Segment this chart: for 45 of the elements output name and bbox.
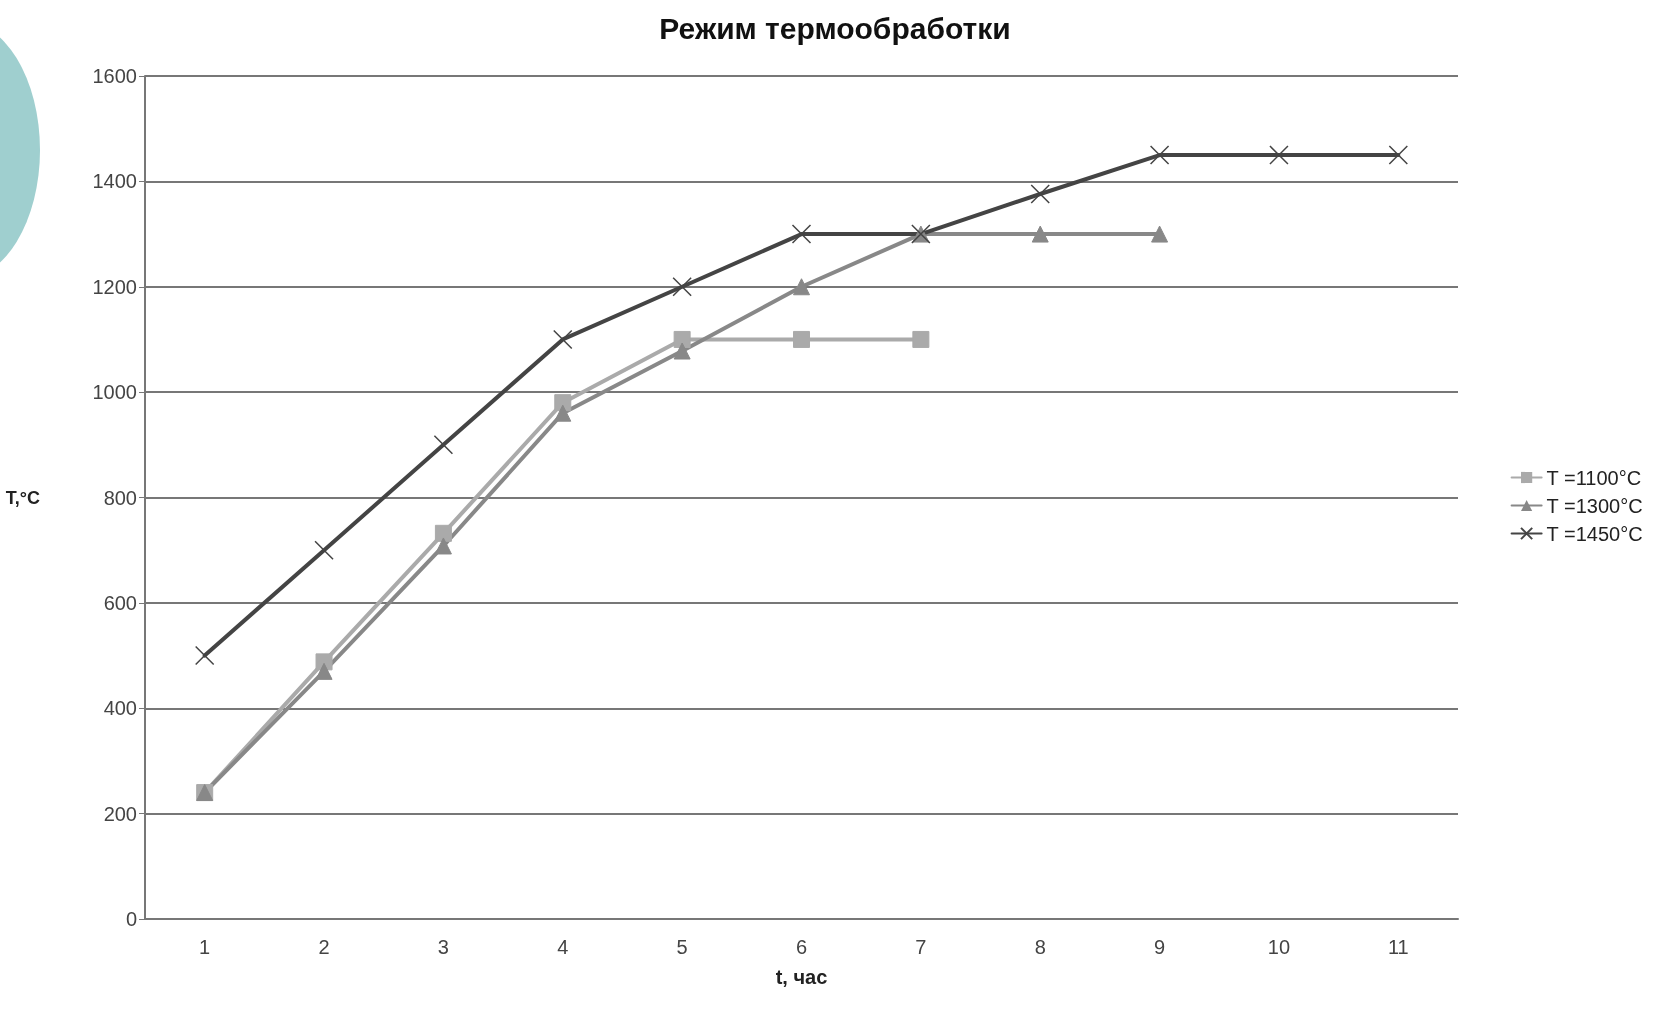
chart-title: Режим термообработки (659, 11, 1011, 45)
x-tick-label: 9 (1154, 936, 1166, 958)
legend-label: T =1300°C (1546, 494, 1643, 517)
point (1149, 145, 1170, 165)
point (194, 645, 215, 666)
y-tick-label: 200 (103, 802, 137, 825)
x-tick-label: 4 (557, 936, 569, 958)
point (793, 330, 810, 348)
point (553, 329, 573, 350)
point (791, 224, 812, 244)
x-tick-label: 2 (318, 936, 330, 958)
y-tick-label: 1600 (92, 65, 137, 87)
point (1151, 225, 1169, 243)
y-axis-title: T,°C (5, 487, 40, 508)
point (554, 404, 572, 422)
point (672, 277, 692, 297)
point (793, 278, 810, 296)
x-tick-label: 3 (437, 936, 449, 958)
point (434, 524, 452, 542)
point (673, 330, 691, 348)
point (434, 537, 452, 555)
y-tick-label: 0 (125, 908, 137, 930)
x-tick-label: 11 (1387, 936, 1409, 958)
y-tick-label: 400 (103, 697, 137, 720)
x-axis-title: t, час (775, 966, 828, 988)
point (315, 662, 333, 680)
y-tick-label: 1000 (92, 381, 137, 404)
y-tick-label: 600 (103, 591, 137, 614)
x-tick-label: 8 (1034, 936, 1046, 958)
point (1269, 145, 1289, 165)
point (673, 342, 691, 360)
y-tick-label: 1200 (92, 275, 137, 298)
x-tick-label: 10 (1267, 936, 1291, 958)
y-tick-label: 800 (103, 486, 137, 509)
point (912, 330, 930, 348)
legend-label: T =1100°C (1546, 466, 1642, 489)
point (1031, 225, 1049, 243)
x-tick-label: 1 (199, 936, 211, 958)
x-tick-label: 6 (795, 936, 808, 958)
x-tick-label: 5 (676, 936, 688, 958)
point (1030, 184, 1050, 204)
point (1388, 145, 1409, 165)
y-tick-label: 1400 (92, 170, 137, 193)
legend-label: T =1450°C (1546, 522, 1643, 545)
x-tick-label: 7 (915, 936, 927, 958)
